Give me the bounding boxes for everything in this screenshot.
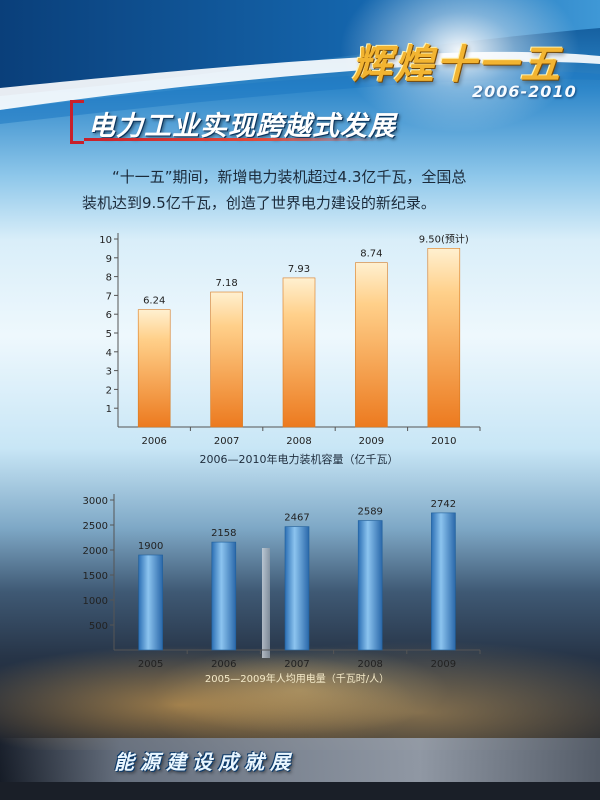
x-axis-title: 2006—2010年电力装机容量（亿千瓦） <box>200 452 399 466</box>
banner-text: 能源建设成就展 <box>114 750 296 774</box>
y-tick-label: 1000 <box>83 596 108 607</box>
intro-line-1: “十一五”期间，新增电力装机超过4.3亿千瓦，全国总 <box>112 168 467 186</box>
y-tick-label: 9 <box>106 254 112 265</box>
x-tick-label: 2006 <box>141 436 166 447</box>
y-tick-label: 5 <box>106 329 112 340</box>
page-title: 电力工业实现跨越式发展 <box>88 111 396 142</box>
y-tick-label: 3000 <box>83 496 108 507</box>
x-tick-label: 2009 <box>431 659 456 670</box>
y-tick-label: 4 <box>106 348 112 359</box>
value-label: 8.74 <box>360 249 382 260</box>
x-tick-label: 2008 <box>357 659 382 670</box>
y-tick-label: 1 <box>106 404 112 415</box>
y-tick-label: 2000 <box>83 546 108 557</box>
bar <box>355 262 388 428</box>
value-label: 7.93 <box>288 264 310 275</box>
bar <box>284 526 310 651</box>
bar <box>138 554 163 651</box>
bar <box>282 277 316 428</box>
value-label: 2158 <box>211 528 236 539</box>
intro-text: “十一五”期间，新增电力装机超过4.3亿千瓦，全国总 装机达到9.5亿千瓦，创造… <box>82 164 542 216</box>
x-axis-title: 2005—2009年人均用电量（千瓦时/人） <box>205 672 389 685</box>
consumption-chart: 500 1000 1500 2000 2500 3000 1900 2005 2158 2006 2… <box>83 494 481 685</box>
y-tick-label: 1500 <box>83 571 108 582</box>
value-label: 9.50(预计) <box>419 232 469 245</box>
capacity-chart: 1 2 3 4 5 6 7 8 9 10 6.24 2006 7.18 2007 7.93 2008 8.74 2… <box>99 232 481 466</box>
value-label: 1900 <box>138 541 163 552</box>
value-label: 2589 <box>357 507 382 518</box>
value-label: 2467 <box>284 513 309 524</box>
x-tick-label: 2007 <box>214 436 239 447</box>
brand-logo: 辉煌十一五 2006-2010 <box>352 32 592 112</box>
bottom-strip <box>0 782 600 800</box>
y-tick-label: 2 <box>106 385 112 396</box>
y-tick-label: 3 <box>106 367 112 378</box>
y-tick-label: 7 <box>106 291 112 302</box>
brand-years: 2006-2010 <box>472 82 577 101</box>
y-tick-label: 10 <box>99 235 112 246</box>
y-tick-label: 6 <box>106 310 112 321</box>
x-tick-label: 2009 <box>359 436 384 447</box>
y-tick-label: 8 <box>106 273 112 284</box>
value-label: 2742 <box>431 499 456 510</box>
bar <box>431 512 456 651</box>
title-underline <box>84 138 384 141</box>
title-bar: 电力工业实现跨越式发展 <box>70 100 400 144</box>
bar <box>427 248 461 428</box>
bar <box>357 520 383 651</box>
bottom-banner <box>0 738 600 782</box>
bar <box>137 309 171 428</box>
value-label: 6.24 <box>143 296 165 307</box>
x-tick-label: 2005 <box>138 659 163 670</box>
bar <box>211 541 237 651</box>
y-tick-label: 500 <box>89 621 108 632</box>
value-label: 7.18 <box>215 278 237 289</box>
chimney-tower <box>262 548 270 658</box>
intro-line-2: 装机达到9.5亿千瓦，创造了世界电力建设的新纪录。 <box>82 194 436 212</box>
title-bracket <box>70 100 84 144</box>
brand-main: 辉煌十一五 <box>352 41 562 88</box>
sun-glow <box>330 0 590 140</box>
x-tick-label: 2008 <box>286 436 311 447</box>
y-tick-label: 2500 <box>83 521 108 532</box>
bar <box>210 291 243 428</box>
x-tick-label: 2006 <box>211 659 236 670</box>
x-tick-label: 2010 <box>431 436 456 447</box>
x-tick-label: 2007 <box>284 659 309 670</box>
